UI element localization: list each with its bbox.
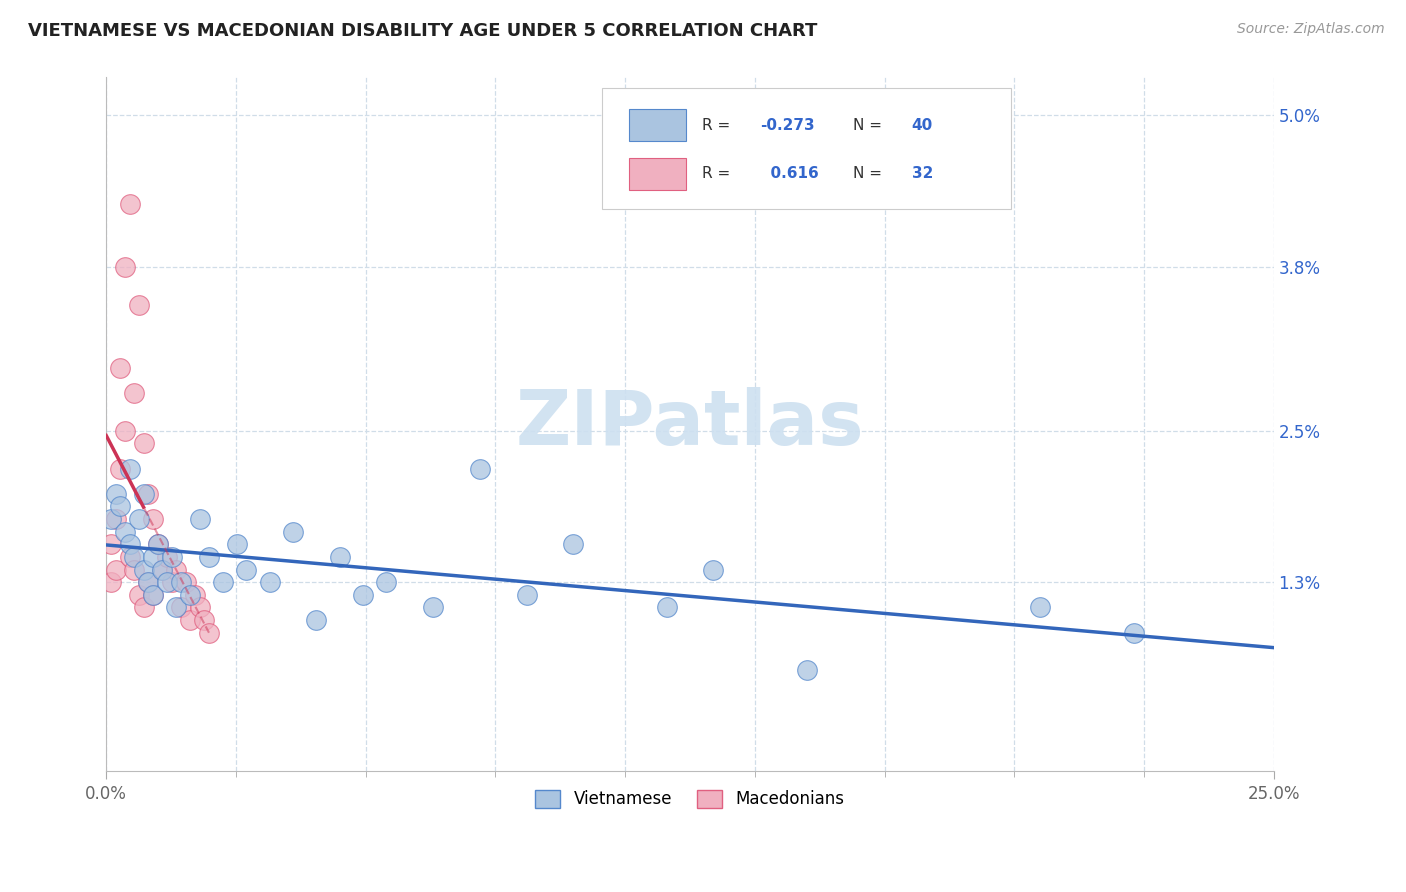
Point (174, 575, 197, 590)
Point (114, 524, 136, 539)
Point (468, 461, 491, 475)
Point (132, 562, 155, 576)
Point (128, 588, 150, 602)
Point (329, 549, 352, 564)
Text: N =: N = (853, 167, 887, 181)
Point (118, 549, 141, 564)
Point (179, 588, 201, 602)
Point (1122, 625, 1144, 640)
Point (235, 562, 257, 576)
Text: Source: ZipAtlas.com: Source: ZipAtlas.com (1237, 22, 1385, 37)
FancyBboxPatch shape (602, 87, 1011, 210)
Point (132, 436, 155, 450)
Point (515, 588, 537, 602)
Point (655, 600, 678, 615)
Point (179, 613, 201, 627)
Point (146, 537, 169, 551)
Point (165, 562, 187, 576)
Point (160, 575, 183, 590)
Point (193, 613, 215, 627)
Point (170, 600, 193, 615)
Point (165, 600, 187, 615)
Point (118, 196, 141, 211)
Text: 32: 32 (912, 167, 934, 181)
Point (142, 549, 165, 564)
Point (702, 562, 724, 576)
Point (281, 524, 304, 539)
Point (104, 487, 127, 501)
Point (110, 461, 132, 475)
Point (188, 512, 211, 526)
Point (184, 588, 207, 602)
Text: 40: 40 (912, 118, 934, 133)
Point (142, 512, 165, 526)
Point (104, 512, 127, 526)
Point (796, 664, 818, 678)
Text: R =: R = (702, 118, 735, 133)
Point (198, 625, 221, 640)
Point (375, 575, 398, 590)
Point (146, 537, 169, 551)
Point (156, 549, 179, 564)
Point (352, 588, 374, 602)
Point (226, 537, 249, 551)
Point (188, 600, 211, 615)
Point (110, 360, 132, 375)
Legend: Vietnamese, Macedonians: Vietnamese, Macedonians (529, 783, 851, 815)
Point (136, 575, 159, 590)
Point (132, 600, 155, 615)
Text: -0.273: -0.273 (761, 118, 814, 133)
Text: R =: R = (702, 167, 735, 181)
Point (110, 500, 132, 514)
Point (150, 562, 173, 576)
Point (562, 537, 585, 551)
Point (104, 562, 127, 576)
Point (212, 575, 235, 590)
FancyBboxPatch shape (630, 110, 686, 141)
Point (142, 588, 165, 602)
Text: ZIPatlas: ZIPatlas (516, 387, 865, 461)
Point (114, 424, 136, 438)
Text: VIETNAMESE VS MACEDONIAN DISABILITY AGE UNDER 5 CORRELATION CHART: VIETNAMESE VS MACEDONIAN DISABILITY AGE … (28, 22, 817, 40)
Point (122, 549, 145, 564)
Point (114, 260, 136, 274)
Point (100, 512, 122, 526)
Point (150, 562, 173, 576)
Point (122, 562, 145, 576)
Point (100, 575, 122, 590)
Point (136, 575, 159, 590)
Point (198, 549, 221, 564)
Point (170, 575, 193, 590)
Point (422, 600, 444, 615)
Point (100, 537, 122, 551)
Point (118, 537, 141, 551)
Point (118, 461, 141, 475)
Point (128, 512, 150, 526)
Point (128, 297, 150, 311)
Point (259, 575, 281, 590)
Text: N =: N = (853, 118, 887, 133)
Point (305, 613, 328, 627)
Text: 0.616: 0.616 (761, 167, 818, 181)
Point (156, 575, 179, 590)
FancyBboxPatch shape (630, 158, 686, 190)
Point (160, 549, 183, 564)
Point (122, 385, 145, 400)
Point (132, 487, 155, 501)
Point (136, 487, 159, 501)
Point (1029, 600, 1052, 615)
Point (142, 588, 165, 602)
